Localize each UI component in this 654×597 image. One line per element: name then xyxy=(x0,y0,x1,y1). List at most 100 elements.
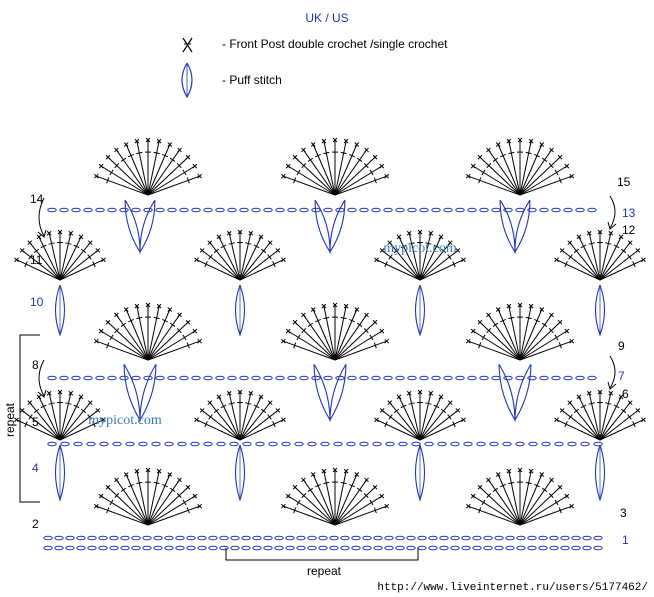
fpdc-stitch xyxy=(599,394,624,441)
fpdc-stitch xyxy=(147,328,198,361)
chain-stitch xyxy=(230,545,240,551)
fpdc-stitch xyxy=(145,302,151,360)
chain-stitch xyxy=(219,535,229,541)
chain-stitch xyxy=(428,545,438,551)
fpdc-stitch xyxy=(379,408,421,441)
chain-stitch xyxy=(120,535,130,541)
chain-stitch xyxy=(76,535,86,541)
repeat-label-horizontal: repeat xyxy=(307,564,342,578)
row-number: 7 xyxy=(618,369,625,383)
fpdc-stitch xyxy=(59,257,106,281)
chain-stitch xyxy=(131,535,141,541)
chain-stitch xyxy=(142,535,152,541)
fpdc-stitch xyxy=(559,408,601,441)
row-number: 9 xyxy=(618,339,625,353)
fpdc-stitch xyxy=(334,154,378,196)
fpdc-stitch xyxy=(417,389,423,440)
chain-stitch xyxy=(131,545,141,551)
chain-stitch xyxy=(431,375,441,381)
fpdc-stitch xyxy=(334,477,369,526)
chain-stitch xyxy=(59,375,69,381)
fpdc-stitch xyxy=(334,472,360,526)
fpdc-stitch xyxy=(59,248,101,281)
chain-stitch xyxy=(307,535,317,541)
chain-stitch xyxy=(285,535,295,541)
chain-stitch xyxy=(208,535,218,541)
chain-stitch xyxy=(347,375,357,381)
chain-stitch xyxy=(191,375,201,381)
chain-stitch xyxy=(346,441,356,447)
chain-stitch xyxy=(255,441,265,447)
fpdc-stitch xyxy=(519,138,534,196)
chain-stitch xyxy=(505,535,515,541)
chain-stitch xyxy=(296,545,306,551)
fpdc-stitch xyxy=(387,400,421,441)
chain-stitch xyxy=(119,207,129,213)
chain-stitch xyxy=(516,545,526,551)
fpdc-stitch xyxy=(93,338,149,361)
chain-stitch xyxy=(138,441,148,447)
fpdc-stitch xyxy=(334,312,369,361)
chain-stitch xyxy=(131,207,141,213)
chain-stitch xyxy=(239,207,249,213)
chain-stitch xyxy=(215,207,225,213)
fpdc-stitch xyxy=(419,400,453,441)
fpdc-stitch xyxy=(519,493,570,526)
chain-stitch xyxy=(371,207,381,213)
chain-stitch xyxy=(551,207,561,213)
fpdc-stitch xyxy=(292,154,336,196)
chain-stitch xyxy=(320,441,330,447)
puff-stitch xyxy=(234,444,246,502)
fpdc-stitch xyxy=(123,142,149,196)
fpdc-stitch xyxy=(237,389,243,440)
chain-stitch xyxy=(398,441,408,447)
fpdc-stitch xyxy=(334,173,390,196)
fpdc-stitch xyxy=(292,484,336,526)
fpdc-stitch xyxy=(374,257,421,281)
fpdc-stitch xyxy=(147,142,173,196)
chain-stitch xyxy=(76,545,86,551)
chain-stitch xyxy=(575,375,585,381)
chain-stitch xyxy=(99,441,109,447)
fpdc-stitch xyxy=(334,468,349,526)
chain-stitch xyxy=(541,441,551,447)
row-number: 10 xyxy=(30,295,44,309)
fpdc-stitch xyxy=(114,312,149,361)
chain-stitch xyxy=(503,375,513,381)
chain-stitch xyxy=(155,207,165,213)
chain-stitch xyxy=(450,535,460,541)
row-number: 14 xyxy=(30,192,44,206)
puff-stitch xyxy=(329,199,346,254)
fpdc-stitch xyxy=(147,307,173,361)
chain-stitch xyxy=(164,441,174,447)
chain-stitch xyxy=(65,545,75,551)
chain-stitch xyxy=(263,535,273,541)
fpdc-stitch xyxy=(59,390,74,441)
chain-stitch xyxy=(450,545,460,551)
chain-stitch xyxy=(242,441,252,447)
row-number: 6 xyxy=(622,387,629,401)
chain-stitch xyxy=(359,375,369,381)
chain-stitch xyxy=(87,545,97,551)
repeat-bracket-vertical: repeat xyxy=(3,334,40,503)
source-url: http://www.liveinternet.ru/users/5177462… xyxy=(377,582,648,594)
chart-title: UK / US xyxy=(305,11,348,25)
fpdc-stitch xyxy=(59,234,84,281)
chain-stitch xyxy=(299,375,309,381)
fpdc-stitch xyxy=(334,147,369,196)
fpdc-stitch xyxy=(239,400,273,441)
chain-stitch xyxy=(177,441,187,447)
chain-stitch xyxy=(252,545,262,551)
fpdc-stitch xyxy=(554,257,601,281)
chain-stitch xyxy=(287,375,297,381)
fpdc-stitch xyxy=(98,328,149,361)
puff-stitch xyxy=(414,284,426,337)
chain-stitch xyxy=(502,441,512,447)
fpdc-stitch xyxy=(332,137,338,195)
chain-stitch xyxy=(582,535,592,541)
fpdc-stitch xyxy=(207,400,241,441)
fpdc-stitch xyxy=(334,303,349,361)
fpdc-stitch xyxy=(599,257,646,281)
chain-stitch xyxy=(539,375,549,381)
fpdc-stitch xyxy=(280,503,336,526)
